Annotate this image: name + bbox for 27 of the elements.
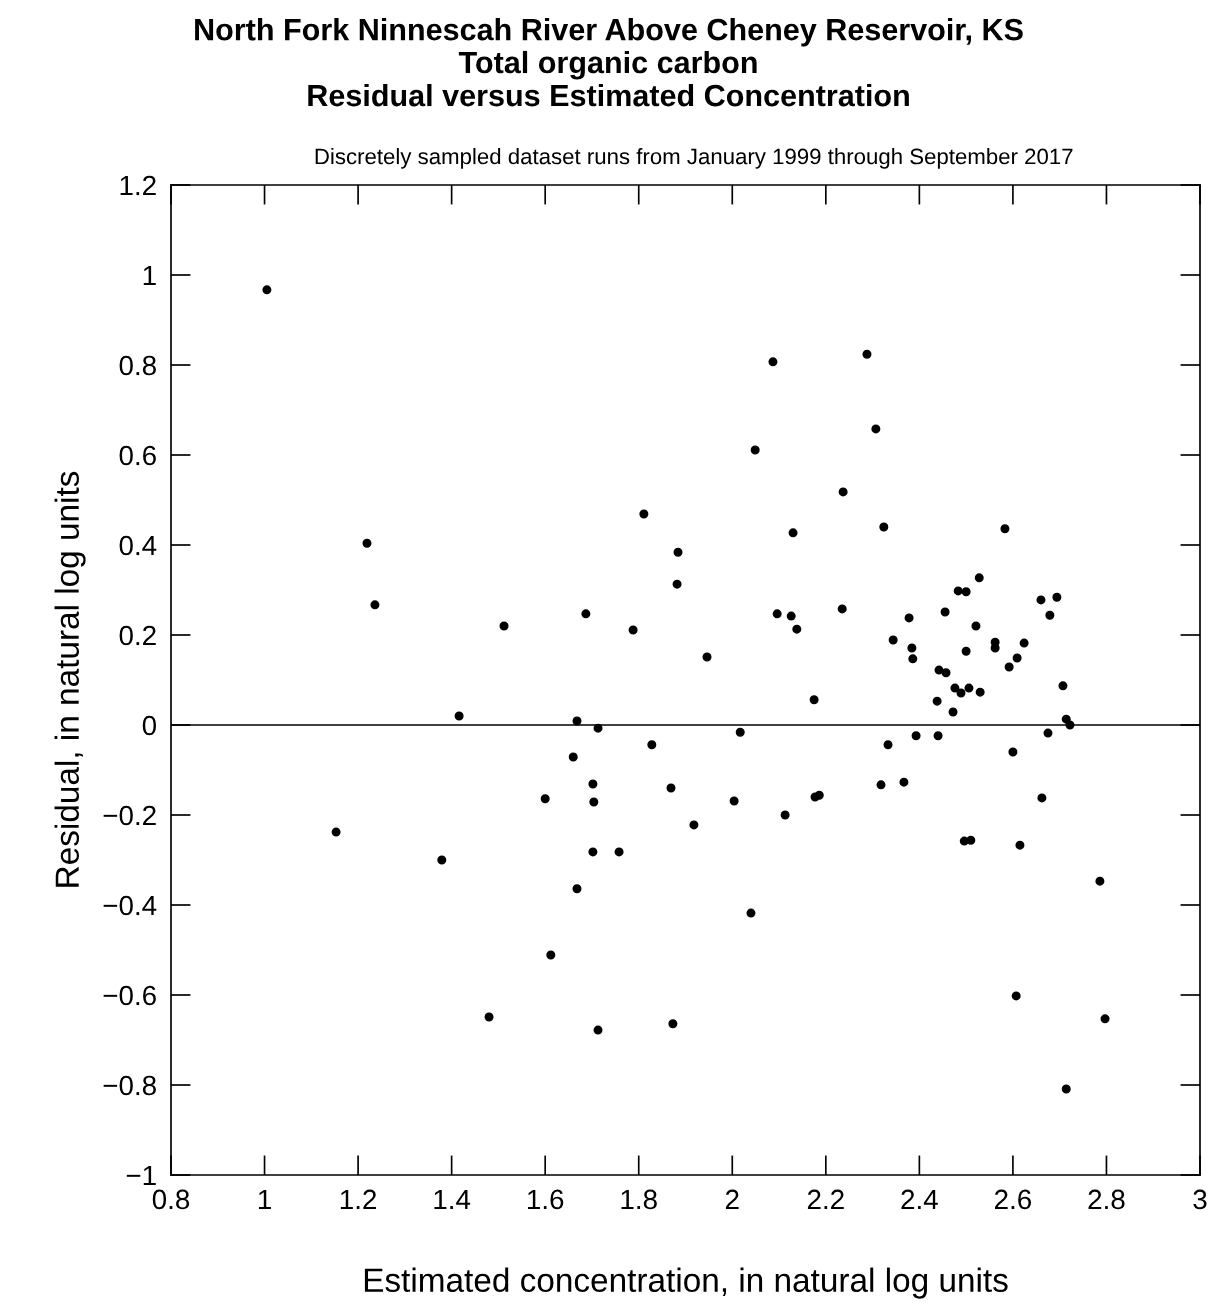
y-tick-label: 1.2	[120, 175, 156, 196]
x-tick-label: 1.4	[434, 1189, 471, 1210]
chart-subtitle: Discretely sampled dataset runs from January 1999 through September 2017	[315, 148, 1073, 169]
y-tick-label: 0.6	[119, 445, 156, 466]
y-axis-title: Residual, in natural log units	[54, 471, 86, 887]
chart-title: North Fork Ninnescah River Above Cheney Reservoir, KS Total organic carbon Residual versus Estimated Concentration	[195, 18, 1023, 107]
y-tick-label: −0.6	[103, 985, 156, 1006]
x-tick-label: 1.2	[340, 1189, 377, 1210]
x-tick-label: 1.8	[621, 1189, 657, 1210]
x-axis-title: Estimated concentration, in natural log units	[364, 1267, 1008, 1299]
x-tick-label: 1.6	[527, 1189, 564, 1210]
x-tick-label: 2	[725, 1189, 739, 1210]
x-tick-label: 1	[258, 1189, 271, 1210]
x-tick-label: 2.6	[995, 1189, 1031, 1210]
y-tick-label: −0.4	[103, 895, 157, 916]
x-tick-label: 2.4	[901, 1189, 938, 1210]
y-tick-label: −0.8	[103, 1075, 156, 1096]
y-tick-label: −1	[126, 1165, 156, 1186]
x-tick-label: 2.8	[1088, 1189, 1125, 1210]
y-tick-label: 0.8	[119, 355, 156, 376]
y-tick-label: 0.4	[119, 535, 157, 556]
y-tick-label: 1	[143, 265, 156, 286]
x-tick-label: 2.2	[807, 1189, 844, 1210]
y-tick-label: −0.2	[103, 805, 156, 826]
y-tick-label: 0.2	[119, 625, 156, 646]
x-tick-label: 3	[1193, 1189, 1207, 1210]
y-tick-label: 0	[142, 715, 157, 736]
